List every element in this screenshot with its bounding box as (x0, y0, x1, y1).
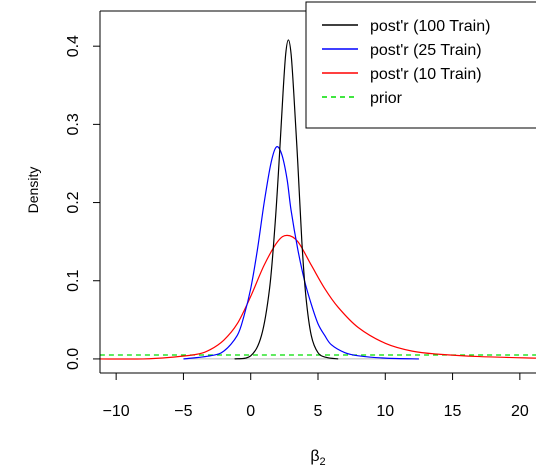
legend-label-3: prior (370, 90, 403, 107)
legend-label-1: post'r (25 Train) (370, 42, 482, 59)
legend: post'r (100 Train) post'r (25 Train) post'… (305, 1, 536, 129)
x-axis-label-subscript: 2 (320, 456, 326, 468)
y-tick-label-0: 0.0 (65, 348, 82, 370)
x-tick-label-3: 5 (314, 403, 323, 420)
axes: −10 −5 0 5 10 15 20 0.0 0.1 0.2 0.3 0.4 (65, 10, 536, 420)
x-tick-label-2: 0 (246, 403, 255, 420)
plot-area (100, 39, 536, 360)
x-axis-label-base: β (310, 448, 319, 465)
series-line-2 (100, 234, 536, 360)
x-tick-label-4: 10 (376, 403, 394, 420)
y-tick-label-1: 0.1 (65, 270, 82, 292)
legend-label-2: post'r (10 Train) (370, 66, 482, 83)
y-tick-label-4: 0.4 (65, 35, 82, 57)
series-line-1 (183, 146, 419, 360)
y-axis-label: Density (25, 167, 41, 214)
x-tick-label-0: −10 (103, 403, 130, 420)
legend-label-0: post'r (100 Train) (370, 18, 490, 35)
x-tick-label-6: 20 (511, 403, 529, 420)
legend-box (305, 1, 536, 129)
x-axis-label: β2 (310, 448, 325, 468)
series-line-0 (234, 39, 339, 360)
x-tick-label-5: 15 (444, 403, 462, 420)
y-tick-label-3: 0.3 (65, 113, 82, 135)
x-tick-label-1: −5 (174, 403, 192, 420)
y-tick-label-2: 0.2 (65, 191, 82, 213)
